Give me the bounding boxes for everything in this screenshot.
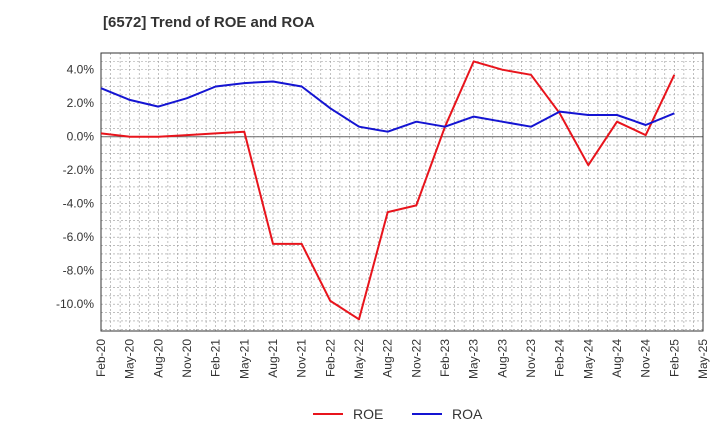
x-tick-label: Aug-22 xyxy=(381,339,395,378)
x-tick-label: May-22 xyxy=(352,339,366,379)
x-tick-label: May-25 xyxy=(696,339,710,379)
x-tick-label: Feb-21 xyxy=(209,339,223,377)
x-tick-label: May-21 xyxy=(237,339,251,379)
y-tick-label: -8.0% xyxy=(63,264,95,278)
axes: 4.0% 2.0% 0.0% -2.0% -4.0% -6.0% -8.0% -10.0% Fe… xyxy=(56,52,710,379)
x-tick-label: Nov-20 xyxy=(180,339,194,378)
x-tick-label: Feb-23 xyxy=(438,339,452,377)
x-tick-label: Nov-22 xyxy=(409,339,423,378)
x-tick-label: Aug-24 xyxy=(610,339,624,378)
x-tick-label: Feb-25 xyxy=(667,339,681,377)
y-tick-label: -2.0% xyxy=(63,163,95,177)
x-tick-label: Aug-20 xyxy=(151,339,165,378)
plot-border xyxy=(100,52,704,332)
series-line-roe xyxy=(100,60,676,321)
y-tick-label: -4.0% xyxy=(63,197,95,211)
chart-title: [6572] Trend of ROE and ROA xyxy=(103,14,315,31)
legend-label-roe: ROE xyxy=(353,406,383,422)
y-tick-label: -6.0% xyxy=(63,230,95,244)
x-tick-label: Feb-22 xyxy=(323,339,337,377)
x-tick-label: May-24 xyxy=(581,339,595,379)
y-tick-label: 4.0% xyxy=(67,63,95,77)
y-tick-label: 2.0% xyxy=(67,96,95,110)
x-tick-label: Aug-21 xyxy=(266,339,280,378)
x-tick-label: Nov-23 xyxy=(524,339,538,378)
series-lines xyxy=(100,60,676,321)
x-tick-label: May-20 xyxy=(123,339,137,379)
series-line-roa xyxy=(100,80,675,133)
x-tick-label: Nov-24 xyxy=(639,339,653,378)
x-tick-label: Nov-21 xyxy=(295,339,309,378)
plot-area xyxy=(101,53,703,331)
legend: ROE ROA xyxy=(313,406,483,422)
x-tick-label: Feb-24 xyxy=(553,339,567,377)
x-tick-label: May-23 xyxy=(467,339,481,379)
y-tick-label: -10.0% xyxy=(56,297,94,311)
x-tick-label: Feb-20 xyxy=(94,339,108,377)
y-tick-label: 0.0% xyxy=(67,130,95,144)
legend-label-roa: ROA xyxy=(452,406,483,422)
x-tick-label: Aug-23 xyxy=(495,339,509,378)
grid xyxy=(100,52,704,331)
